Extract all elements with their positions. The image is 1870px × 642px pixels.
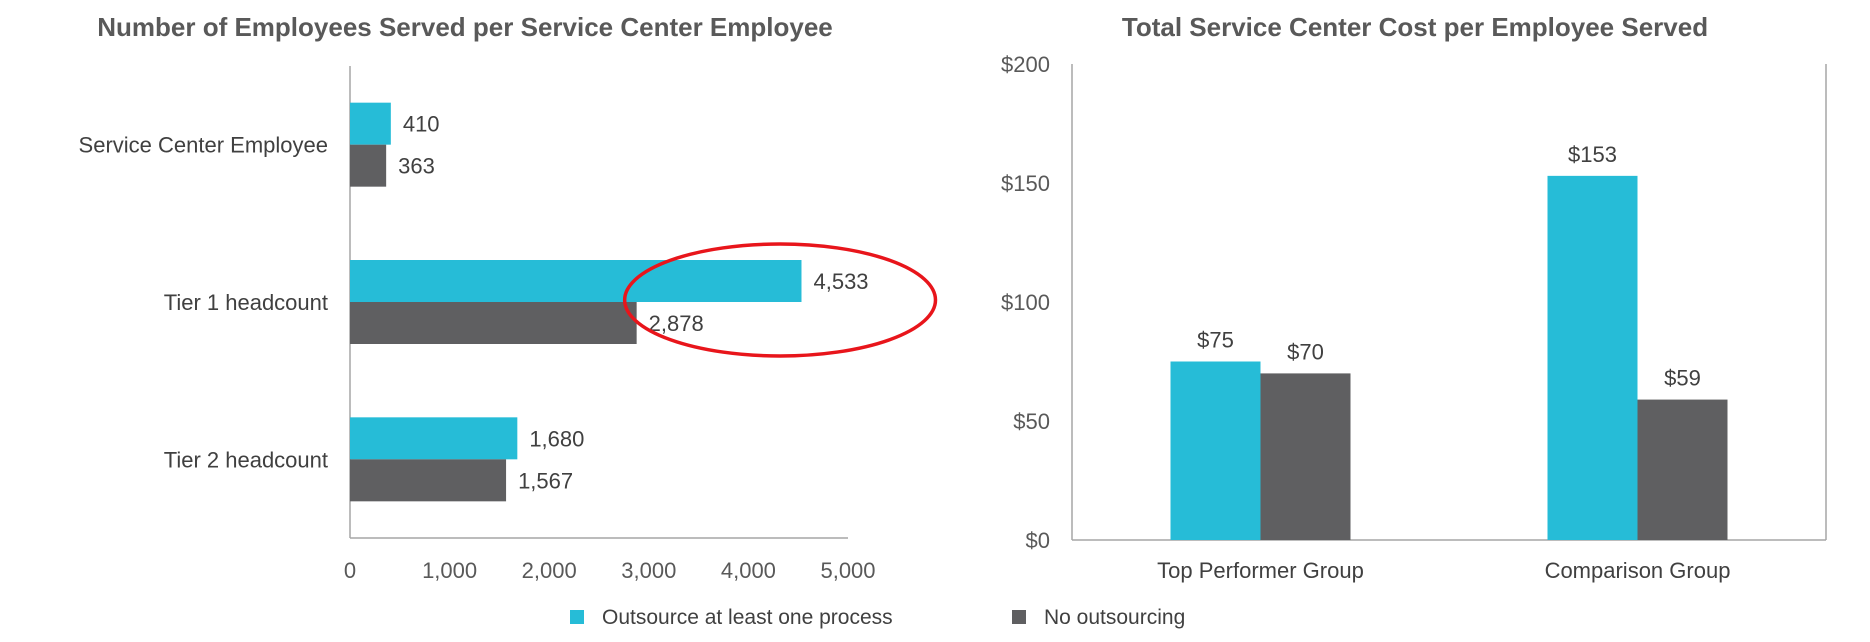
y-tick-label: $50 — [1013, 409, 1050, 434]
data-label: 4,533 — [813, 269, 868, 294]
data-label: 410 — [403, 112, 440, 137]
bar-tier-1-headcount-outsource — [350, 260, 802, 302]
x-tick-label: 1,000 — [422, 558, 477, 583]
category-label-top-performer-group: Top Performer Group — [1157, 558, 1364, 583]
legend-label-outsource-at-least-one-process: Outsource at least one process — [602, 606, 893, 629]
highlight-ellipse-annotation — [622, 242, 938, 358]
y-tick-label: $200 — [1001, 52, 1050, 77]
bar-tier-1-headcount-no-outsourcing — [350, 302, 637, 344]
data-label: 1,567 — [518, 468, 573, 493]
data-label: $75 — [1197, 328, 1234, 353]
data-label: $59 — [1664, 366, 1701, 391]
data-label: 363 — [398, 154, 435, 179]
category-label-tier-2-headcount: Tier 2 headcount — [164, 447, 328, 472]
y-tick-label: $0 — [1026, 528, 1050, 553]
data-label: $70 — [1287, 339, 1324, 364]
bar-tier-2-headcount-no-outsourcing — [350, 459, 507, 502]
x-tick-label: 5,000 — [820, 558, 875, 583]
data-label: 1,680 — [529, 426, 584, 451]
data-label: $153 — [1568, 142, 1617, 167]
bar-comparison-group-no-outsourcing — [1637, 399, 1728, 540]
category-label-tier-1-headcount: Tier 1 headcount — [164, 290, 328, 315]
legend-label-no-outsourcing: No outsourcing — [1044, 606, 1185, 629]
y-tick-label: $150 — [1001, 171, 1050, 196]
bar-service-center-employee-no-outsourcing — [350, 144, 387, 187]
x-tick-label: 3,000 — [621, 558, 676, 583]
legend: Outsource at least one process No outsour… — [570, 606, 1185, 629]
legend-swatch-no-outsourcing — [1012, 610, 1026, 624]
bar-top-performer-group-outsource — [1170, 361, 1261, 540]
category-label-service-center-employee: Service Center Employee — [79, 133, 328, 158]
y-tick-label: $100 — [1001, 290, 1050, 315]
x-tick-label: 0 — [344, 558, 356, 583]
legend-swatch-outsource-at-least-one-process — [570, 610, 584, 624]
data-label: 2,878 — [649, 311, 704, 336]
vertical-bar-chart: $0 $50 $100 $150 $200 Top Performer Group $75 $… — [1001, 52, 1827, 583]
x-tick-label: 2,000 — [522, 558, 577, 583]
bar-service-center-employee-outsource — [350, 102, 391, 145]
category-label-comparison-group: Comparison Group — [1545, 558, 1731, 583]
chart-title-employees-served: Number of Employees Served per Service C… — [97, 12, 833, 42]
bar-tier-2-headcount-outsource — [350, 417, 518, 460]
horizontal-bar-chart: 0 1,000 2,000 3,000 4,000 5,000 Service Center… — [79, 66, 876, 583]
chart-title-cost-per-employee: Total Service Center Cost per Employee S… — [1122, 12, 1708, 42]
x-tick-label: 4,000 — [721, 558, 776, 583]
bar-top-performer-group-no-outsourcing — [1260, 373, 1351, 540]
bar-comparison-group-outsource — [1547, 175, 1638, 541]
